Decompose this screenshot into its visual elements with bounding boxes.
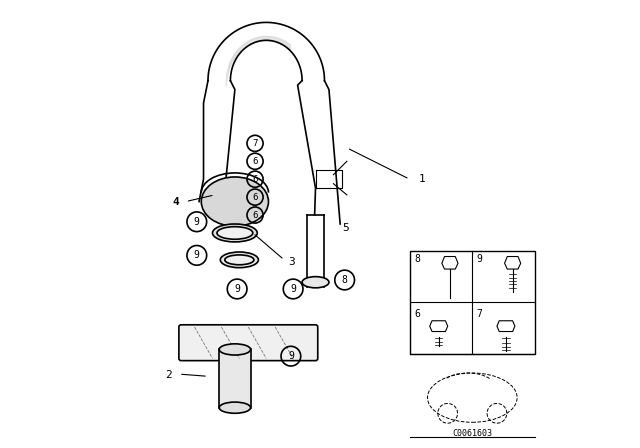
Ellipse shape — [212, 224, 257, 242]
FancyBboxPatch shape — [179, 325, 317, 361]
Text: 9: 9 — [234, 284, 240, 294]
Text: 6: 6 — [252, 157, 258, 166]
Text: 9: 9 — [477, 254, 483, 264]
Text: 9: 9 — [194, 217, 200, 227]
FancyBboxPatch shape — [410, 251, 535, 354]
Text: 7: 7 — [252, 139, 258, 148]
Bar — [220, 349, 251, 408]
Text: 9: 9 — [290, 284, 296, 294]
Ellipse shape — [220, 402, 251, 413]
Ellipse shape — [201, 177, 269, 226]
Ellipse shape — [217, 227, 253, 239]
Text: 4: 4 — [172, 198, 179, 207]
Text: 8: 8 — [414, 254, 420, 264]
Text: 6: 6 — [252, 193, 258, 202]
Text: 8: 8 — [342, 275, 348, 285]
Text: 6: 6 — [414, 309, 420, 319]
Ellipse shape — [225, 255, 254, 265]
Text: 1: 1 — [419, 174, 426, 184]
Text: 5: 5 — [342, 224, 349, 233]
Text: 6: 6 — [252, 211, 258, 220]
Text: 3: 3 — [289, 257, 296, 267]
Ellipse shape — [220, 344, 251, 355]
Ellipse shape — [302, 277, 329, 288]
Text: C0061603: C0061603 — [452, 429, 492, 438]
Text: 6: 6 — [252, 175, 258, 184]
Text: 2: 2 — [165, 370, 172, 380]
Ellipse shape — [220, 252, 259, 267]
Text: 9: 9 — [288, 351, 294, 361]
Text: 7: 7 — [477, 309, 483, 319]
Text: 9: 9 — [194, 250, 200, 260]
